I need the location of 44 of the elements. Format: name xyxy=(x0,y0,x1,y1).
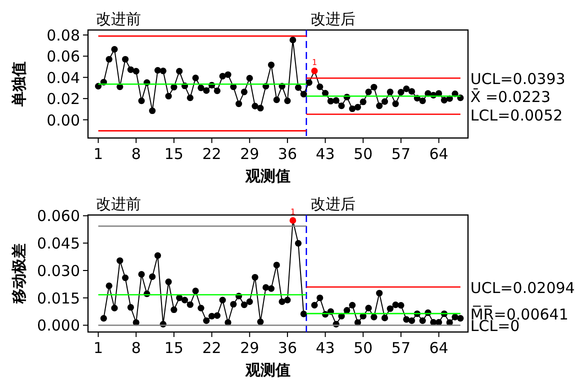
x-tick-label: 1 xyxy=(93,145,104,163)
x-axis-title: 观测值 xyxy=(244,168,290,185)
annotation: 1 xyxy=(312,58,318,67)
x-tick-label: 43 xyxy=(316,145,335,163)
x-tick-label: 36 xyxy=(278,145,298,163)
y-tick-label: 0.08 xyxy=(46,26,80,44)
x-tick-label: 22 xyxy=(202,339,222,357)
y-axis-title: 单独值 xyxy=(11,62,28,108)
y-tick-label: 0.00 xyxy=(46,111,80,130)
annotation: 1 xyxy=(290,207,296,216)
annotation: UCL=0.0393 xyxy=(470,70,566,88)
y-tick-label: 0.030 xyxy=(37,262,80,280)
x-tick-label: 22 xyxy=(202,145,222,163)
y-tick-label: 0.02 xyxy=(46,90,80,108)
y-tick-label: 0.060 xyxy=(37,207,80,226)
text: 改进后 xyxy=(310,10,356,28)
y-tick-label: 0.04 xyxy=(46,68,80,87)
x-tick-label: 50 xyxy=(354,145,373,163)
x-tick-label: 15 xyxy=(164,339,184,357)
x-tick-label: 29 xyxy=(240,145,260,163)
x-tick-label: 64 xyxy=(429,339,448,357)
y-tick-label: 0.06 xyxy=(46,48,80,66)
text: 改进后 xyxy=(310,195,356,213)
y-tick-label: 0.000 xyxy=(37,316,80,335)
text: 改进前 xyxy=(96,10,141,28)
x-axis-title: 观测值 xyxy=(244,362,290,379)
annotation: X̄ =0.0223 xyxy=(470,87,551,106)
annotation: LCL=0.0052 xyxy=(470,106,563,124)
y-tick-label: 0.045 xyxy=(37,234,80,253)
y-axis-title: 移动极差 xyxy=(11,244,28,304)
x-tick-label: 43 xyxy=(316,339,335,357)
x-tick-label: 36 xyxy=(278,339,298,357)
annotation: UCL=0.02094 xyxy=(470,279,575,298)
x-tick-label: 64 xyxy=(429,145,448,163)
x-tick-label: 29 xyxy=(240,339,260,357)
x-tick-label: 8 xyxy=(131,339,141,357)
y-tick-label: 0.015 xyxy=(37,289,80,308)
x-tick-label: 15 xyxy=(164,145,184,163)
x-tick-label: 1 xyxy=(93,339,104,357)
x-tick-label: 8 xyxy=(131,145,141,163)
text: 改进前 xyxy=(96,195,141,213)
x-tick-label: 50 xyxy=(354,339,373,357)
x-tick-label: 57 xyxy=(391,145,411,163)
x-tick-label: 57 xyxy=(391,339,411,357)
